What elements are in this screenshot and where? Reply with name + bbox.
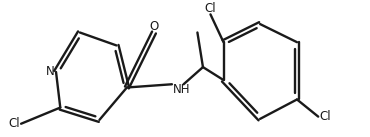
Text: Cl: Cl — [205, 2, 216, 15]
Text: N: N — [46, 65, 55, 79]
Text: Cl: Cl — [9, 117, 20, 130]
Text: NH: NH — [173, 83, 191, 96]
Text: O: O — [149, 20, 159, 33]
Text: Cl: Cl — [319, 110, 331, 123]
